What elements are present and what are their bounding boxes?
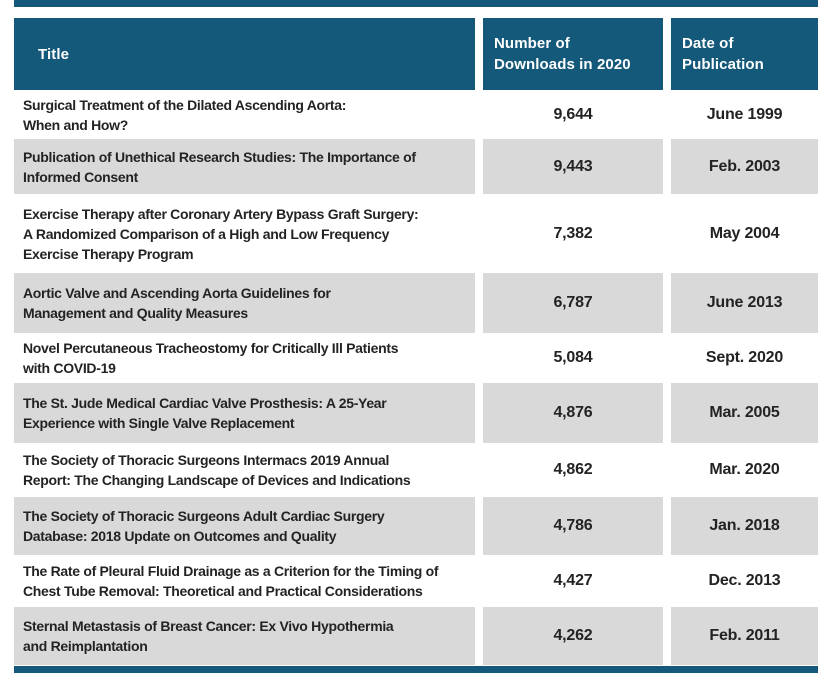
downloads-count-cell: 4,786 — [483, 497, 663, 555]
top-accent-bar — [14, 0, 818, 7]
article-title-line: Database: 2018 Update on Outcomes and Qu… — [23, 528, 337, 544]
article-title-line: Chest Tube Removal: Theoretical and Prac… — [23, 583, 423, 599]
article-title-line: and Reimplantation — [23, 638, 148, 654]
article-title-cell: The Rate of Pleural Fluid Drainage as a … — [14, 555, 475, 607]
table-row: The Rate of Pleural Fluid Drainage as a … — [14, 555, 818, 607]
downloads-count-cell: 6,787 — [483, 273, 663, 333]
downloads-count-cell: 4,262 — [483, 607, 663, 665]
article-title-line: Experience with Single Valve Replacement — [23, 415, 295, 431]
downloads-count-cell: 4,862 — [553, 461, 593, 478]
article-title-cell: The St. Jude Medical Cardiac Valve Prost… — [14, 383, 475, 443]
article-title-line: with COVID-19 — [23, 360, 116, 376]
column-header-label-line: Date of — [682, 35, 734, 52]
downloads-count-cell: 9,443 — [483, 139, 663, 194]
article-title-cell: The Society of Thoracic Surgeons Interma… — [14, 443, 475, 497]
table-row: Novel Percutaneous Tracheostomy for Crit… — [14, 333, 818, 383]
publication-date-cell: June 2013 — [671, 273, 818, 333]
table-row: The Society of Thoracic Surgeons Interma… — [14, 443, 818, 497]
column-header-date: Date of Publication — [671, 18, 818, 90]
column-header-label-line: Number of — [494, 35, 570, 52]
article-title-cell: Aortic Valve and Ascending Aorta Guideli… — [14, 273, 475, 333]
publication-date-cell: Mar. 2020 — [709, 461, 780, 478]
publication-date-cell: Sept. 2020 — [705, 349, 784, 366]
column-header-label-line: Downloads in 2020 — [494, 56, 631, 73]
column-header-title: Title — [14, 18, 475, 90]
downloads-count-cell: 4,427 — [553, 572, 593, 589]
article-title-line: The Society of Thoracic Surgeons Adult C… — [23, 508, 385, 524]
publication-date-cell: Dec. 2013 — [708, 572, 781, 589]
table-body: Surgical Treatment of the Dilated Ascend… — [14, 90, 818, 665]
table-row: Aortic Valve and Ascending Aorta Guideli… — [14, 273, 818, 333]
column-header-downloads: Number of Downloads in 2020 — [483, 18, 663, 90]
bottom-accent-bar — [14, 666, 818, 673]
downloads-count-cell: 7,382 — [553, 224, 593, 242]
publication-date-cell: May 2004 — [709, 224, 780, 242]
downloads-count-cell: 5,084 — [553, 349, 593, 366]
article-title-line: Exercise Therapy Program — [23, 245, 194, 262]
article-title-line: Surgical Treatment of the Dilated Ascend… — [23, 96, 347, 113]
table-row: Exercise Therapy after Coronary Artery B… — [14, 194, 818, 273]
article-title-cell: The Society of Thoracic Surgeons Adult C… — [14, 497, 475, 555]
publication-date-cell: Feb. 2011 — [671, 607, 818, 665]
article-title-cell: Novel Percutaneous Tracheostomy for Crit… — [14, 333, 475, 383]
article-title-line: When and How? — [23, 116, 128, 133]
article-title-line: Novel Percutaneous Tracheostomy for Crit… — [23, 340, 399, 356]
publication-date-cell: Jan. 2018 — [671, 497, 818, 555]
table-row: The St. Jude Medical Cardiac Valve Prost… — [14, 383, 818, 443]
article-title-line: Informed Consent — [23, 168, 138, 185]
publication-date-cell: Feb. 2003 — [671, 139, 818, 194]
table-header-row: Title Number of Downloads in 2020 Date of… — [14, 18, 818, 90]
table-row: Surgical Treatment of the Dilated Ascend… — [14, 90, 818, 139]
article-title-line: Aortic Valve and Ascending Aorta Guideli… — [23, 285, 331, 301]
downloads-count-cell: 4,876 — [483, 383, 663, 443]
downloads-table: Title Number of Downloads in 2020 Date of… — [14, 18, 818, 665]
article-title-line: Publication of Unethical Research Studie… — [23, 148, 416, 165]
article-title-line: Sternal Metastasis of Breast Cancer: Ex … — [23, 618, 394, 634]
article-title-cell: Sternal Metastasis of Breast Cancer: Ex … — [14, 607, 475, 665]
article-title-cell: Exercise Therapy after Coronary Artery B… — [14, 194, 475, 273]
article-title-line: The St. Jude Medical Cardiac Valve Prost… — [23, 395, 387, 411]
article-title-cell: Publication of Unethical Research Studie… — [14, 139, 475, 194]
table-row: The Society of Thoracic Surgeons Adult C… — [14, 497, 818, 555]
article-title-cell: Surgical Treatment of the Dilated Ascend… — [14, 90, 475, 139]
article-title-line: A Randomized Comparison of a High and Lo… — [23, 225, 390, 242]
column-header-label-line: Title — [38, 45, 70, 63]
column-header-label-line: Publication — [682, 56, 764, 73]
article-title-line: The Rate of Pleural Fluid Drainage as a … — [23, 563, 439, 579]
publication-date-cell: Mar. 2005 — [671, 383, 818, 443]
article-title-line: Management and Quality Measures — [23, 305, 248, 321]
table-row: Publication of Unethical Research Studie… — [14, 139, 818, 194]
article-title-line: Exercise Therapy after Coronary Artery B… — [23, 205, 419, 222]
article-title-line: Report: The Changing Landscape of Device… — [23, 472, 411, 488]
article-title-line: The Society of Thoracic Surgeons Interma… — [23, 452, 390, 468]
publication-date-cell: June 1999 — [706, 105, 783, 123]
downloads-count-cell: 9,644 — [553, 105, 593, 123]
table-row: Sternal Metastasis of Breast Cancer: Ex … — [14, 607, 818, 665]
